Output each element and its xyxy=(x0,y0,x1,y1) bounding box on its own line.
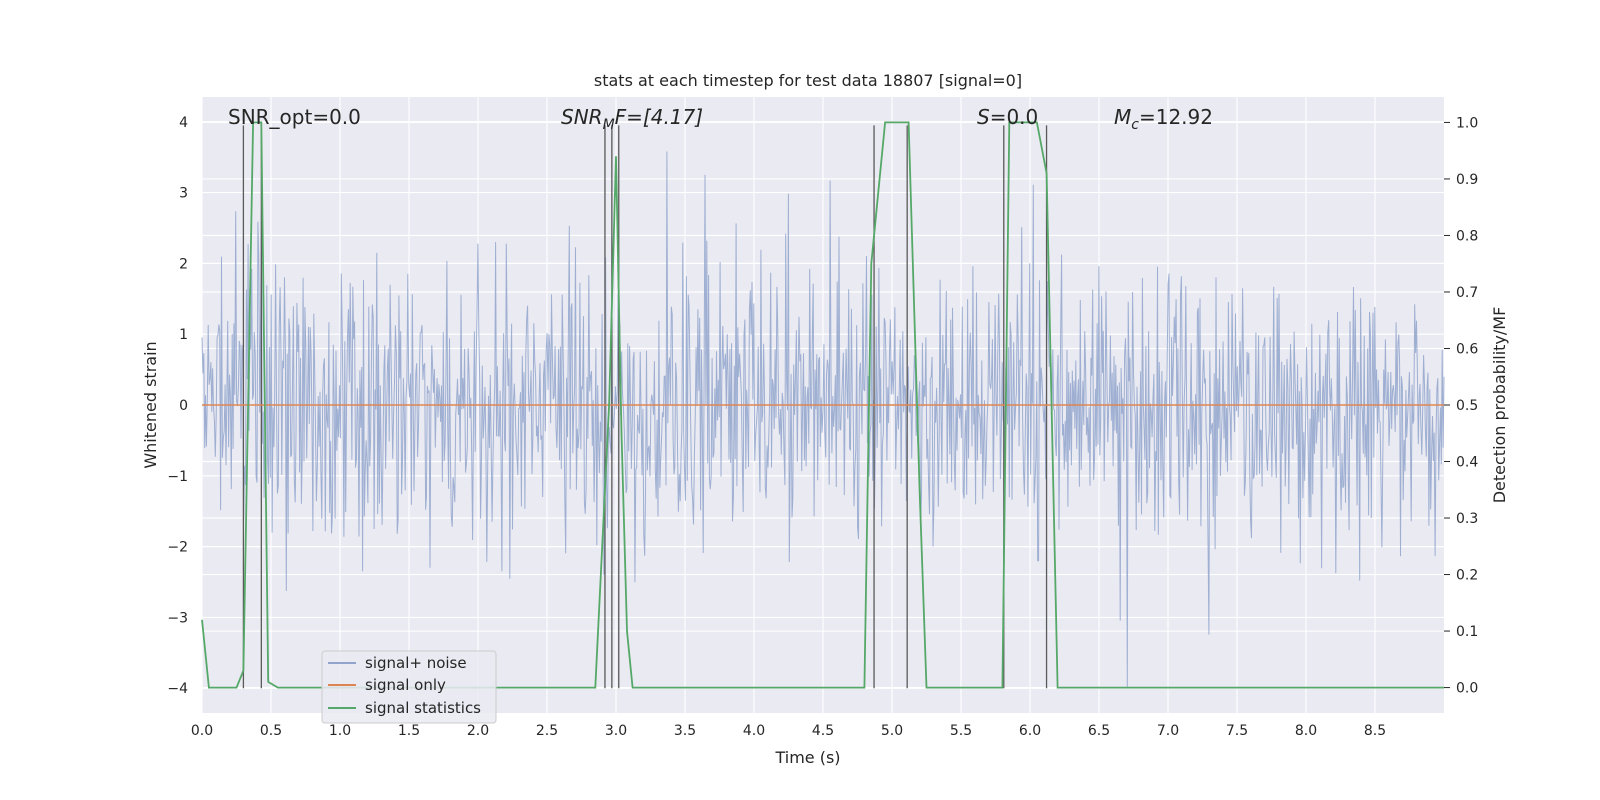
x-tick-label: 4.0 xyxy=(743,723,765,739)
series-signal-statistics xyxy=(201,121,1444,689)
annotation-snr-mf: SNRMF=[4.17] xyxy=(561,105,703,133)
y-right-tick-label: 0.0 xyxy=(1456,681,1478,697)
x-tick-label: 0.0 xyxy=(191,723,213,739)
y-right-tick-label: 0.7 xyxy=(1456,285,1478,301)
y-right-tick-label: 0.9 xyxy=(1456,172,1478,188)
x-axis: 0.0 0.5 1.0 1.5 2.0 2.5 3.0 3.5 4.0 4.5 5.0 5.5 6.0 6… xyxy=(191,723,1386,739)
x-tick-label: 0.5 xyxy=(260,723,282,739)
statistics-line xyxy=(201,121,1444,689)
y-right-tick-label: 0.3 xyxy=(1456,511,1478,527)
noise-trace xyxy=(201,151,1445,689)
y-right-tick-label: 0.2 xyxy=(1456,568,1478,584)
chart-title: stats at each timestep for test data 188… xyxy=(594,71,1022,90)
x-tick-label: 7.5 xyxy=(1226,723,1248,739)
annotation-mc-main: M xyxy=(1114,105,1131,129)
annotation-s-main: S xyxy=(977,105,990,129)
x-tick-label: 3.0 xyxy=(605,723,627,739)
annotation-mc-sub: c xyxy=(1131,117,1139,133)
y-tick-label: 4 xyxy=(179,115,188,131)
legend: signal+ noise signal only signal statist… xyxy=(321,650,497,724)
annotation-snr-mf-rest: F=[4.17] xyxy=(615,105,703,129)
x-axis-label: Time (s) xyxy=(774,748,840,767)
marker-lines xyxy=(242,125,1048,689)
y-right-tick-label: 0.6 xyxy=(1456,341,1478,357)
y-axis-label: Whitened strain xyxy=(141,341,160,468)
y-axis-left: 4 3 2 1 0 −1 −2 −3 −4 xyxy=(167,115,188,697)
y-tick-label: 1 xyxy=(179,327,188,343)
x-tick-label: 6.5 xyxy=(1088,723,1110,739)
y-right-tick-label: 1.0 xyxy=(1456,115,1478,131)
y-tick-label: −2 xyxy=(167,540,188,556)
y-tick-label: −1 xyxy=(167,469,188,485)
x-tick-label: 4.5 xyxy=(812,723,834,739)
annotation-s: S=0.0 xyxy=(977,105,1038,129)
x-tick-label: 1.5 xyxy=(398,723,420,739)
y-tick-label: −4 xyxy=(167,681,188,697)
x-tick-label: 2.0 xyxy=(467,723,489,739)
y-axis-right-label: Detection probability/MF xyxy=(1490,307,1509,504)
legend-box xyxy=(321,650,497,724)
annotations: SNR_opt=0.0 SNRMF=[4.17] S=0.0 Mc=12.92 xyxy=(228,105,1213,133)
x-tick-label: 3.5 xyxy=(674,723,696,739)
y-right-tick-label: 0.8 xyxy=(1456,228,1478,244)
annotation-mc-rest: =12.92 xyxy=(1139,105,1213,129)
annotation-snr-mf-main: SNR xyxy=(561,105,603,129)
annotation-mc: Mc=12.92 xyxy=(1114,105,1213,133)
x-tick-label: 7.0 xyxy=(1157,723,1179,739)
series-signal-noise xyxy=(201,151,1445,689)
x-tick-label: 5.0 xyxy=(881,723,903,739)
x-tick-label: 5.5 xyxy=(950,723,972,739)
y-tick-label: 2 xyxy=(179,256,188,272)
annotation-snr-mf-sub: M xyxy=(603,117,615,133)
annotation-s-rest: =0.0 xyxy=(990,105,1039,129)
legend-label-signal-noise: signal+ noise xyxy=(365,654,467,672)
legend-label-signal-only: signal only xyxy=(365,676,446,694)
x-tick-label: 1.0 xyxy=(329,723,351,739)
y-right-tick-label: 0.5 xyxy=(1456,398,1478,414)
x-tick-label: 8.0 xyxy=(1295,723,1317,739)
y-tick-label: −3 xyxy=(167,610,188,626)
y-right-tick-label: 0.4 xyxy=(1456,455,1478,471)
y-axis-right: 1.0 0.9 0.8 0.7 0.6 0.5 0.4 0.3 0.2 0.1 0.0 xyxy=(1444,115,1478,697)
annotation-snr-opt: SNR_opt=0.0 xyxy=(228,105,361,129)
y-tick-label: 3 xyxy=(179,186,188,202)
legend-label-signal-statistics: signal statistics xyxy=(365,699,481,717)
x-tick-label: 6.0 xyxy=(1019,723,1041,739)
y-tick-label: 0 xyxy=(179,398,188,414)
x-tick-label: 2.5 xyxy=(536,723,558,739)
y-right-tick-label: 0.1 xyxy=(1456,624,1478,640)
x-tick-label: 8.5 xyxy=(1364,723,1386,739)
